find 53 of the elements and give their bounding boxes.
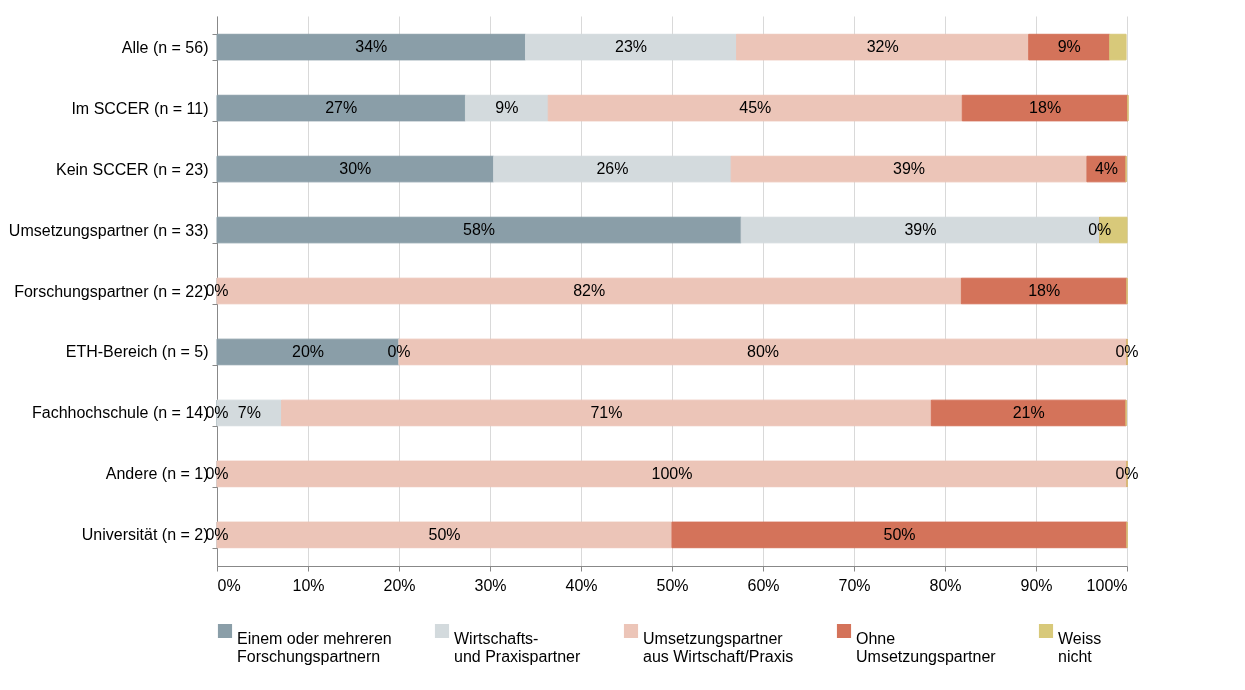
data-label: 7% (237, 403, 261, 421)
legend-label: Ohne Umsetzungspartner (856, 630, 997, 665)
data-label: 27% (325, 99, 358, 117)
data-label: 26% (596, 160, 629, 178)
data-label: 30% (339, 160, 372, 178)
y-tick-label: Alle (n = 56) (121, 38, 209, 56)
x-tick-label: 90% (1020, 576, 1053, 594)
data-label: 82% (573, 282, 606, 299)
y-tick-label: Im SCCER (n = 11) (71, 99, 209, 117)
data-label: 100% (651, 464, 693, 482)
data-label: 58% (463, 221, 496, 239)
x-tick-label: 30% (474, 576, 507, 594)
y-tick-label: Andere (n = 1) (105, 465, 209, 483)
x-tick-label: 20% (383, 576, 416, 594)
legend-label: Weiss nicht (1058, 630, 1102, 665)
data-label: 4% (1094, 160, 1119, 178)
x-tick-label: 70% (838, 576, 871, 594)
y-tick-label: ETH-Bereich (n = 5) (65, 343, 209, 361)
data-label: 0% (1088, 221, 1112, 239)
data-label: 9% (495, 99, 519, 117)
data-label: 50% (428, 525, 461, 543)
data-label: 0% (1115, 464, 1139, 482)
x-tick-label: 100% (1086, 576, 1128, 594)
data-label: 9% (1057, 38, 1081, 56)
x-tick-label: 10% (292, 576, 325, 594)
y-tick-label: Fachhochschule (n = 14) (31, 404, 209, 422)
data-label: 0% (1115, 342, 1139, 360)
y-tick-label: Kein SCCER (n = 23) (55, 160, 209, 178)
y-tick-label: Universität (n = 2) (81, 526, 209, 544)
x-tick-label: 80% (929, 576, 962, 594)
data-label: 39% (904, 221, 937, 239)
legend-label: Einem oder mehreren Forschungspartnern (237, 630, 392, 665)
y-tick-label: Umsetzungspartner (n = 33) (8, 221, 209, 239)
data-label: 32% (866, 38, 899, 56)
x-tick-label: 50% (656, 576, 689, 594)
data-label: 45% (739, 99, 772, 117)
data-label: 18% (1028, 282, 1061, 299)
x-tick-label: 60% (747, 576, 780, 594)
x-tick-label: 40% (565, 576, 598, 594)
data-label: 80% (746, 342, 780, 360)
data-label: 39% (893, 160, 926, 178)
data-label: 50% (883, 525, 916, 543)
data-label: 21% (1012, 403, 1045, 421)
legend-label: Wirtschafts- und Praxispartner (454, 630, 581, 665)
data-label: 34% (355, 38, 388, 56)
data-label: 23% (615, 38, 648, 56)
data-label: 0% (387, 342, 411, 360)
data-label: 18% (1029, 99, 1062, 117)
data-label: 20% (291, 342, 325, 360)
legend-label: Umsetzungspartner aus Wirtschaft/Praxis (643, 630, 794, 665)
y-tick-label: Forschungspartner (n = 22) (14, 282, 209, 300)
data-label: 71% (590, 403, 623, 421)
x-tick-label: 0% (217, 576, 241, 594)
